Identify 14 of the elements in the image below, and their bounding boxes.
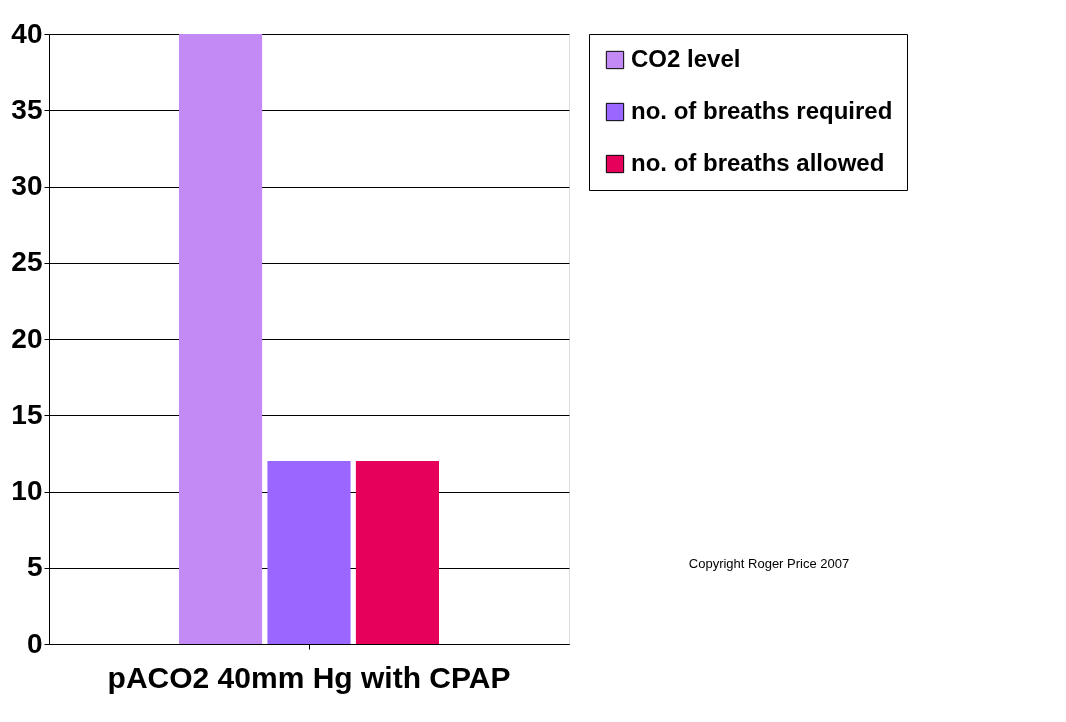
y-tick-label: 35 xyxy=(11,93,43,125)
y-tick-label: 25 xyxy=(11,246,43,278)
legend-label: no. of breaths required xyxy=(631,97,893,124)
legend-label: CO2 level xyxy=(631,45,741,72)
text: Copyright Roger Price 2007 xyxy=(688,556,850,571)
y-tick-label: 0 xyxy=(26,627,43,659)
legend-label: no. of breaths allowed xyxy=(631,149,885,176)
y-tick-label: 15 xyxy=(11,398,43,430)
x-tick-label: pACO2 40mm Hg with CPAP xyxy=(107,660,511,694)
y-tick-label: 40 xyxy=(11,17,43,49)
y-tick-label: 20 xyxy=(11,322,43,354)
y-tick-label: 10 xyxy=(11,475,43,506)
y-tick-label: 30 xyxy=(11,170,43,201)
y-tick-label: 5 xyxy=(26,551,43,583)
